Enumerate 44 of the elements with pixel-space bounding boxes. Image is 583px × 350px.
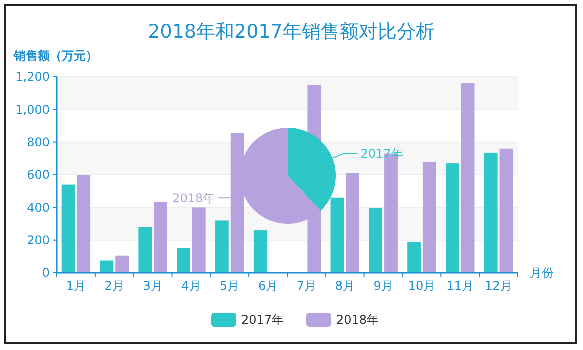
bar <box>216 220 229 273</box>
bar <box>461 84 475 273</box>
x-tick-label: 5月 <box>220 279 240 293</box>
bar <box>422 162 436 273</box>
y-tick-label: 600 <box>27 168 50 182</box>
chart-title: 2018年和2017年销售额对比分析 <box>148 21 435 43</box>
y-tick-label: 400 <box>27 200 50 215</box>
bar <box>192 208 206 273</box>
bar <box>62 184 76 273</box>
x-axis-title: 月份 <box>530 266 554 280</box>
bar <box>254 230 268 273</box>
x-tick-label: 2月 <box>104 279 124 293</box>
bar <box>177 248 190 273</box>
x-tick-label: 6月 <box>258 279 278 293</box>
bar <box>408 242 421 273</box>
y-tick-label: 1,000 <box>16 102 50 117</box>
bar <box>346 173 360 273</box>
bar <box>446 164 460 273</box>
x-tick-label: 10月 <box>408 279 436 293</box>
x-tick-label: 11月 <box>446 279 474 293</box>
bar <box>100 260 114 273</box>
bar <box>154 202 168 273</box>
bar <box>369 208 383 273</box>
bar <box>484 152 498 273</box>
x-tick-label: 1月 <box>66 279 86 293</box>
x-tick-label: 4月 <box>182 279 202 293</box>
x-tick-label: 9月 <box>374 279 394 293</box>
x-tick-label: 3月 <box>143 279 163 293</box>
x-tick-label: 7月 <box>296 279 317 293</box>
y-tick-label: 1,200 <box>16 70 50 84</box>
bar <box>116 256 129 273</box>
bar <box>77 175 91 273</box>
x-tick-label: 12月 <box>485 279 512 293</box>
slice-label: 2018年 <box>172 191 216 206</box>
slice-label: 2017年 <box>360 147 404 162</box>
bar <box>500 148 514 273</box>
legend-label: 2018年 <box>336 313 380 327</box>
y-tick-label: 800 <box>27 136 50 150</box>
x-tick-label: 8月 <box>335 279 355 293</box>
legend-label: 2017年 <box>242 313 284 327</box>
y-tick-label: 200 <box>27 234 50 248</box>
bar <box>138 227 152 273</box>
y-axis-title: 销售额（万元） <box>13 49 98 63</box>
y-tick-label: 0 <box>42 266 50 280</box>
